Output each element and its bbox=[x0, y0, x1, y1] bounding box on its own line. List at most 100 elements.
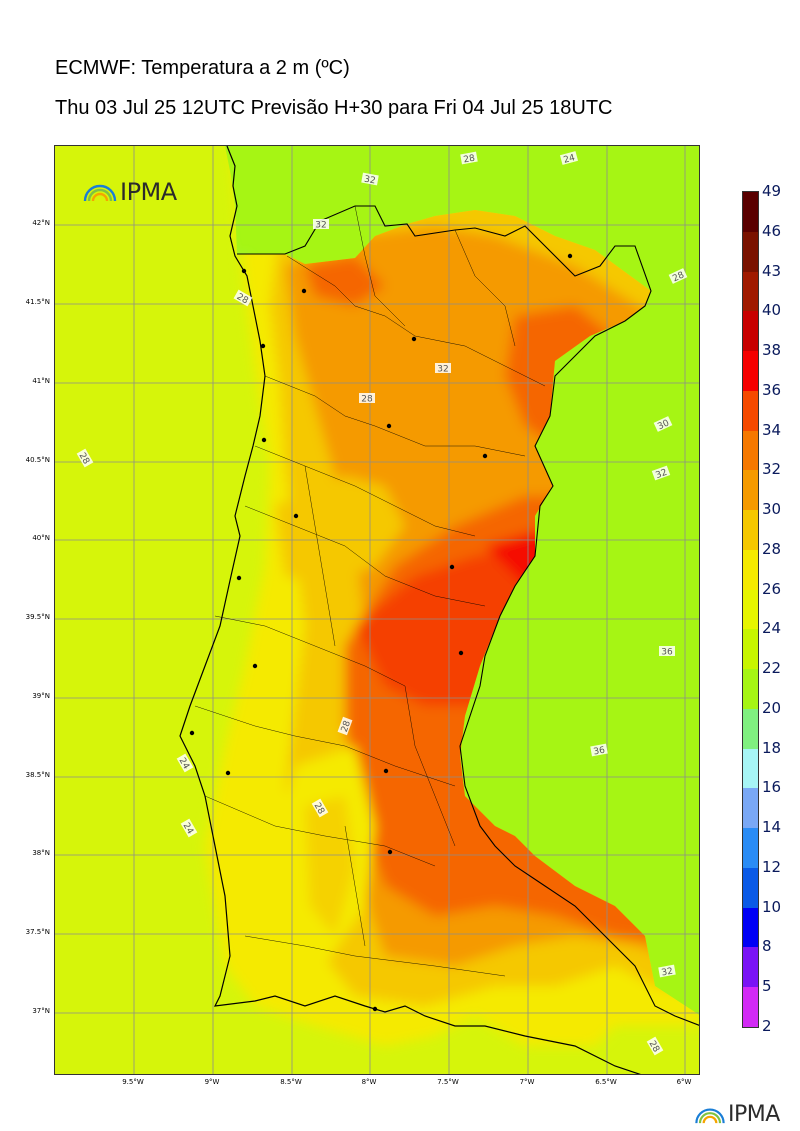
ipma-rainbow-icon bbox=[83, 184, 117, 202]
contour-label-text: 32 bbox=[661, 967, 674, 979]
ipma-logo-text: IPMA bbox=[120, 178, 177, 206]
contour-label: 32 bbox=[658, 964, 676, 979]
city-dot bbox=[449, 564, 455, 570]
city-dot bbox=[241, 268, 247, 274]
colorbar-segment bbox=[743, 867, 758, 909]
city-dot bbox=[372, 1006, 378, 1012]
colorbar-tick-label: 26 bbox=[762, 579, 782, 598]
colorbar-tick-label: 34 bbox=[762, 420, 782, 439]
colorbar-segment bbox=[743, 589, 758, 630]
colorbar-tick-label: 36 bbox=[762, 380, 782, 399]
contour-label-text: 32 bbox=[315, 221, 326, 231]
city-dot bbox=[189, 730, 195, 736]
colorbar-segment bbox=[743, 788, 758, 829]
latitude-label: 38°N bbox=[32, 849, 50, 857]
colorbar-tick-label: 24 bbox=[762, 619, 782, 638]
temperature-map: 28 24 32 28 28 28 32 28 30 32 36 36 24 24 28 28 32 32 28 bbox=[54, 145, 700, 1075]
latitude-label: 39.5°N bbox=[25, 613, 50, 621]
city-markers bbox=[189, 253, 573, 1012]
city-dot bbox=[387, 849, 393, 855]
longitude-label: 6°W bbox=[676, 1078, 692, 1086]
longitude-label: 8°W bbox=[361, 1078, 377, 1086]
colorbar-segment bbox=[743, 231, 758, 272]
longitude-label: 9.5°W bbox=[122, 1078, 144, 1086]
contour-label: 32 bbox=[361, 172, 379, 186]
colorbar-tick-label: 49 bbox=[762, 182, 782, 200]
graticule-lines bbox=[55, 146, 699, 1074]
longitude-label: 7.5°W bbox=[437, 1078, 459, 1086]
colorbar-segment bbox=[743, 311, 758, 352]
latitude-label: 41.5°N bbox=[25, 298, 50, 306]
contour-label: 32 bbox=[651, 465, 671, 481]
contour-label-text: 28 bbox=[671, 270, 686, 284]
latitude-label: 42°N bbox=[32, 219, 50, 227]
colorbar-segment bbox=[743, 629, 758, 670]
colorbar-tick-label: 16 bbox=[762, 778, 782, 797]
longitude-label: 6.5°W bbox=[595, 1078, 617, 1086]
colorbar-segment bbox=[743, 549, 758, 591]
ipma-rainbow-icon bbox=[695, 1107, 725, 1123]
contour-label: 28 bbox=[359, 393, 375, 405]
ipma-corner-logo-text: IPMA bbox=[728, 1102, 780, 1127]
city-dot bbox=[236, 575, 242, 581]
colorbar-segment bbox=[743, 947, 758, 988]
colorbar-segment bbox=[743, 828, 758, 869]
colorbar-tick-label: 18 bbox=[762, 738, 782, 757]
colorbar-tick-label: 12 bbox=[762, 857, 782, 876]
city-dot bbox=[458, 650, 464, 656]
latitude-label: 40°N bbox=[32, 534, 50, 542]
contour-label-text: 36 bbox=[661, 648, 673, 658]
colorbar-tick-label: 38 bbox=[762, 341, 782, 360]
colorbar-tick-label: 30 bbox=[762, 500, 782, 519]
colorbar-tick-label: 10 bbox=[762, 897, 782, 916]
colorbar-tick-label: 20 bbox=[762, 698, 782, 717]
ipma-logo: IPMA bbox=[83, 178, 177, 206]
contour-label: 36 bbox=[590, 743, 608, 757]
city-dot bbox=[567, 253, 573, 259]
colorbar-segment bbox=[743, 987, 758, 1028]
colorbar-segment bbox=[743, 470, 758, 511]
latitude-label: 39°N bbox=[32, 692, 50, 700]
contour-label: 30 bbox=[653, 416, 673, 432]
longitude-label: 7°W bbox=[519, 1078, 535, 1086]
city-dot bbox=[383, 768, 389, 774]
colorbar-segment bbox=[743, 351, 758, 392]
ipma-corner-logo: IPMA bbox=[694, 1102, 780, 1127]
contour-label-text: 28 bbox=[463, 154, 476, 166]
colorbar-segment bbox=[743, 192, 758, 233]
colorbar-segment bbox=[743, 669, 758, 710]
colorbar-segment bbox=[743, 708, 758, 750]
colorbar-tick-label: 2 bbox=[762, 1017, 772, 1035]
colorbar-tick-label: 22 bbox=[762, 659, 782, 678]
colorbar-tick-label: 14 bbox=[762, 818, 782, 837]
city-dot bbox=[301, 288, 307, 294]
colorbar-segment bbox=[743, 430, 758, 471]
city-dot bbox=[386, 423, 392, 429]
colorbar-segment bbox=[743, 748, 758, 789]
contour-label: 32 bbox=[313, 219, 329, 231]
contour-label-text: 28 bbox=[340, 719, 353, 733]
city-dot bbox=[482, 453, 488, 459]
longitude-label: 8.5°W bbox=[280, 1078, 302, 1086]
colorbar-tick-label: 32 bbox=[762, 460, 782, 479]
city-dot bbox=[260, 343, 266, 349]
latitude-label: 40.5°N bbox=[25, 456, 50, 464]
district-borders bbox=[194, 205, 546, 977]
map-subtitle: Thu 03 Jul 25 12UTC Previsão H+30 para F… bbox=[55, 97, 613, 119]
colorbar-segment bbox=[743, 907, 758, 948]
colorbar-tick-label: 40 bbox=[762, 301, 782, 320]
colorbar-segment bbox=[743, 390, 758, 432]
contour-label: 36 bbox=[659, 646, 675, 658]
city-dot bbox=[411, 336, 417, 342]
temperature-colorbar bbox=[742, 191, 759, 1028]
colorbar-segment bbox=[743, 510, 758, 551]
colorbar-tick-label: 46 bbox=[762, 221, 782, 240]
map-title: ECMWF: Temperatura a 2 m (ºC) bbox=[55, 57, 350, 79]
contour-label: 28 bbox=[460, 151, 478, 166]
contour-label: 24 bbox=[559, 151, 579, 166]
contour-label-text: 32 bbox=[654, 468, 668, 481]
contour-label: 28 bbox=[668, 268, 688, 284]
city-dot bbox=[293, 513, 299, 519]
colorbar-tick-label: 5 bbox=[762, 977, 772, 996]
